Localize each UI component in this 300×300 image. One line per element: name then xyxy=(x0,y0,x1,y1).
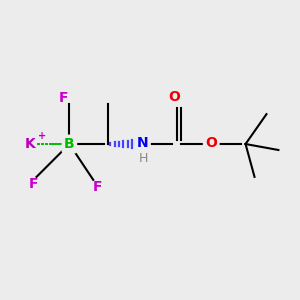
Text: +: + xyxy=(38,131,46,141)
Text: O: O xyxy=(205,136,217,149)
Text: F: F xyxy=(59,91,68,105)
Text: O: O xyxy=(168,90,180,104)
Text: B: B xyxy=(64,137,75,151)
Text: H: H xyxy=(139,152,148,165)
Text: N: N xyxy=(137,136,148,149)
Text: K: K xyxy=(25,137,36,151)
Text: F: F xyxy=(29,177,38,191)
Text: F: F xyxy=(93,180,103,194)
